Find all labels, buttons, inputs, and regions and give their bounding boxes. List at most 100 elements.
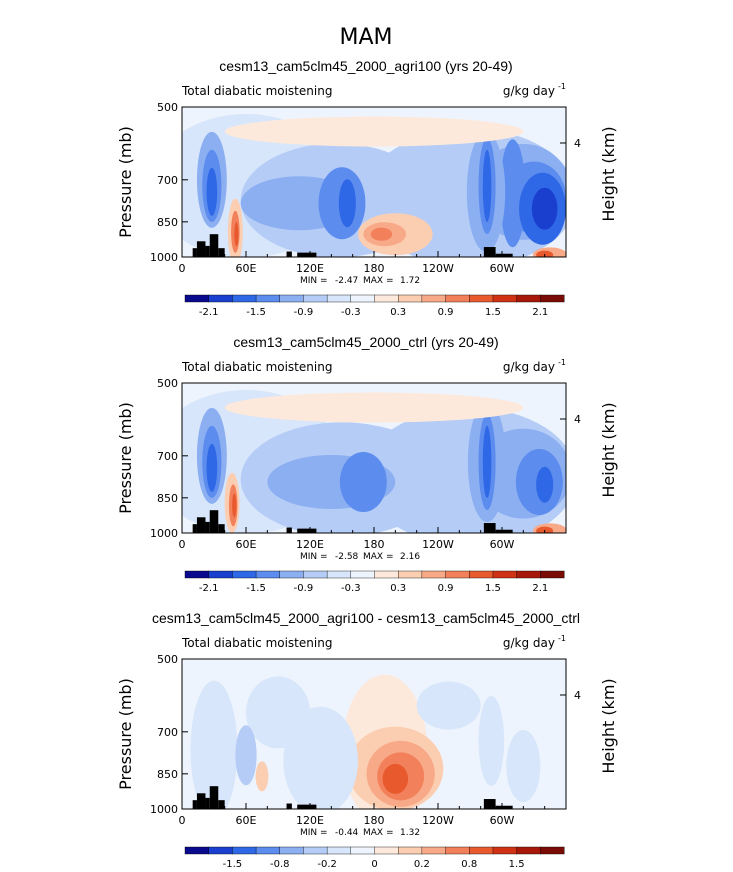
- colorbar-swatch: [492, 294, 518, 303]
- colorbar-tick-label: -0.9: [294, 583, 314, 594]
- colorbar-swatch: [184, 294, 210, 303]
- topography-block: [286, 803, 292, 809]
- contour-region: [531, 187, 558, 230]
- contour-region: [482, 425, 492, 498]
- contour-field: [182, 107, 566, 257]
- x-tick-label: 0: [179, 814, 186, 827]
- topography-block: [297, 528, 317, 533]
- max-value: 1.32: [400, 828, 420, 838]
- colorbar-tick-label: 0.8: [461, 859, 477, 870]
- x-tick-label: 60W: [490, 814, 515, 827]
- chart-panel: cesm13_cam5clm45_2000_ctrl (yrs 20-49) To…: [116, 334, 618, 594]
- colorbar-swatch: [516, 294, 541, 303]
- topography-block: [297, 804, 317, 809]
- min-label: MIN =: [300, 828, 328, 838]
- x-tick-label: 180: [364, 538, 385, 551]
- topography-block: [483, 523, 496, 533]
- contour-region: [232, 493, 237, 518]
- max-label: MAX =: [363, 276, 394, 286]
- chart-panel: cesm13_cam5clm45_2000_agri100 (yrs 20-49…: [116, 58, 618, 318]
- contour-region: [206, 443, 218, 492]
- right-tick-label: 4: [574, 137, 581, 150]
- y-tick-label: 700: [157, 726, 178, 739]
- colorbar-swatch: [374, 846, 399, 855]
- colorbar-swatch: [255, 294, 281, 303]
- colorbar-swatch: [445, 294, 470, 303]
- colorbar-tick-label: 0.3: [390, 307, 406, 318]
- units-label: g/kg day: [503, 84, 555, 98]
- contour-region: [255, 761, 269, 792]
- topography-block: [209, 510, 219, 533]
- colorbar-swatch: [208, 294, 233, 303]
- topography-block: [218, 248, 225, 257]
- topography-block: [297, 252, 317, 257]
- y-tick-label: 500: [157, 653, 178, 666]
- topography-block: [192, 248, 197, 257]
- colorbar-tick-label: -0.2: [317, 859, 337, 870]
- topography-block: [218, 800, 225, 809]
- contour-region: [506, 730, 541, 803]
- colorbar-swatch: [255, 570, 281, 579]
- topography-block: [209, 234, 219, 257]
- colorbar-tick-label: -2.1: [199, 583, 219, 594]
- y-axis-title: Pressure (mb): [116, 402, 135, 514]
- contour-region: [206, 167, 218, 216]
- y-tick-label: 850: [157, 492, 178, 505]
- y-tick-label: 850: [157, 768, 178, 781]
- colorbar-swatch: [350, 294, 375, 303]
- colorbar-swatch: [303, 846, 328, 855]
- colorbar-swatch: [469, 294, 494, 303]
- colorbar-tick-label: -0.3: [341, 583, 361, 594]
- colorbar-swatch: [469, 846, 494, 855]
- contour-region: [499, 139, 526, 248]
- topography-block: [192, 800, 197, 809]
- x-tick-label: 120W: [422, 538, 454, 551]
- contour-region: [235, 725, 257, 786]
- contour-region: [224, 116, 524, 147]
- max-label: MAX =: [363, 552, 394, 562]
- contour-region: [536, 250, 554, 257]
- units-superscript: -1: [558, 82, 566, 91]
- x-tick-label: 120E: [296, 262, 324, 275]
- colorbar-swatch: [279, 846, 304, 855]
- colorbar-swatch: [397, 570, 423, 579]
- colorbar-swatch: [516, 846, 541, 855]
- contour-region: [339, 451, 387, 512]
- colorbar-swatch: [540, 294, 565, 303]
- right-axis-title: Height (km): [599, 678, 618, 773]
- topography-block: [205, 797, 210, 809]
- topography-block: [192, 524, 197, 533]
- colorbar-swatch: [374, 294, 399, 303]
- x-tick-label: 60E: [236, 262, 257, 275]
- colorbar-swatch: [374, 570, 399, 579]
- colorbar-swatch: [279, 570, 304, 579]
- units-superscript: -1: [558, 358, 566, 367]
- x-tick-label: 60W: [490, 538, 515, 551]
- x-tick-label: 120W: [422, 262, 454, 275]
- topography-block: [483, 799, 496, 809]
- contour-region: [370, 227, 393, 241]
- contour-region: [224, 392, 524, 423]
- min-label: MIN =: [300, 276, 328, 286]
- y-tick-label: 1000: [150, 527, 178, 540]
- colorbar-swatch: [326, 294, 352, 303]
- colorbar-swatch: [397, 846, 423, 855]
- topography-block: [218, 524, 225, 533]
- y-axis-title: Pressure (mb): [116, 126, 135, 238]
- colorbar-swatch: [184, 846, 210, 855]
- colorbar-tick-label: -2.1: [199, 307, 219, 318]
- min-value: -2.47: [335, 276, 358, 286]
- y-tick-label: 700: [157, 450, 178, 463]
- x-tick-label: 120E: [296, 538, 324, 551]
- colorbar-swatch: [492, 570, 518, 579]
- colorbar-tick-label: 1.5: [485, 583, 501, 594]
- colorbar-tick-label: 0.9: [438, 583, 454, 594]
- colorbar-tick-label: -0.8: [270, 859, 290, 870]
- min-value: -0.44: [335, 828, 359, 838]
- contour-region: [478, 695, 505, 786]
- colorbar-swatch: [421, 570, 447, 579]
- colorbar-swatch: [326, 570, 352, 579]
- topography-block: [495, 529, 513, 533]
- contour-region: [482, 149, 492, 222]
